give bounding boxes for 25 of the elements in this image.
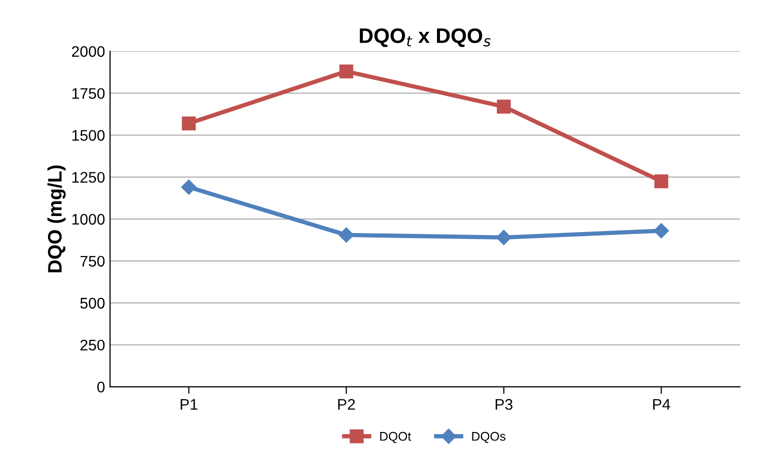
y-tick-label: 1000: [72, 214, 105, 225]
x-tick-label: P4: [653, 399, 670, 410]
y-tick-label: 1250: [72, 172, 105, 183]
point: [339, 64, 354, 78]
x-tick-label: P3: [496, 398, 512, 410]
point: [654, 174, 668, 188]
point: [182, 116, 196, 130]
point: [496, 100, 511, 114]
point: [181, 180, 196, 195]
x-tick-label: P2: [338, 398, 355, 410]
legend-label: DQOs: [472, 432, 506, 443]
x-tick-label: P1: [180, 399, 198, 410]
y-tick-label: 2000: [72, 46, 105, 57]
y-tick-label: 750: [80, 256, 105, 267]
point: [654, 223, 669, 238]
y-tick-label: 0: [97, 382, 105, 392]
y-tick-label: 1500: [72, 130, 105, 141]
point: [496, 230, 512, 246]
y-tick-label: 500: [80, 298, 105, 309]
y-tick-label: 250: [80, 340, 105, 351]
chart-title: DQO$_{t}$ x DQO$_{s}$: [360, 28, 491, 47]
legend-label: DQOt: [380, 432, 412, 443]
point: [338, 227, 354, 243]
y-axis-title: DQO (mg/L): [47, 165, 66, 272]
y-tick-label: 1750: [72, 88, 105, 99]
